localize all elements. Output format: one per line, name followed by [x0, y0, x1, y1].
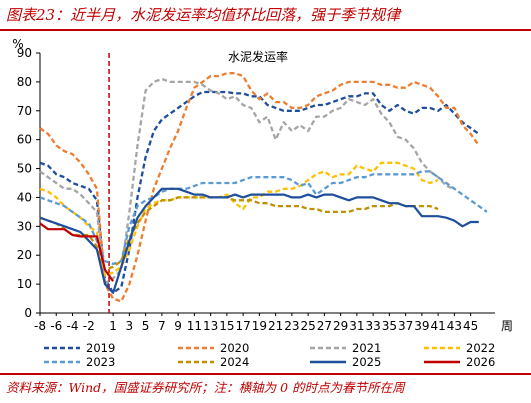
y-tick-label: 50 [17, 162, 32, 176]
legend-label-2026: 2026 [466, 355, 495, 369]
x-tick-label: 29 [333, 319, 348, 333]
legend-label-2021: 2021 [352, 341, 381, 355]
x-tick-label: 31 [349, 319, 364, 333]
x-tick-label: 27 [317, 319, 332, 333]
x-tick-label: -4 [67, 319, 79, 333]
series-line-2023 [39, 170, 488, 266]
y-tick-label: 80 [17, 75, 32, 89]
series-line-2021 [39, 77, 455, 286]
source-note: 资料来源：Wind，国盛证券研究所；注：横轴为 0 的时点为春节所在周 [6, 380, 405, 395]
x-tick-label: -6 [50, 319, 62, 333]
legend-label-2025: 2025 [352, 355, 381, 369]
y-tick-label: 60 [17, 133, 32, 147]
x-tick-label: 43 [447, 319, 462, 333]
page-title: 图表23：近半月，水泥发运率均值环比回落，强于季节规律 [6, 6, 401, 24]
series-line-2020 [39, 72, 480, 303]
y-tick-label: 30 [17, 219, 32, 233]
series-line-2024 [39, 196, 439, 271]
series-line-2026 [39, 222, 114, 282]
y-tick-label: 10 [17, 277, 32, 291]
y-tick-label: 40 [17, 190, 32, 204]
x-tick-label: 7 [158, 319, 166, 333]
x-tick-label: 23 [284, 319, 299, 333]
x-tick-label: 37 [398, 319, 413, 333]
y-axis-unit: % [12, 37, 23, 51]
legend-label-2019: 2019 [86, 341, 115, 355]
legend-label-2022: 2022 [466, 341, 495, 355]
x-tick-label: 35 [382, 319, 397, 333]
legend-label-2024: 2024 [220, 355, 249, 369]
title-rule [0, 29, 531, 31]
x-tick-label: 9 [174, 319, 182, 333]
source-rule [0, 373, 531, 375]
x-tick-label: -2 [83, 319, 95, 333]
chart-title: 水泥发运率 [228, 49, 288, 64]
legend-label-2020: 2020 [220, 341, 249, 355]
x-tick-label: 39 [414, 319, 429, 333]
x-tick-label: 1 [109, 319, 117, 333]
series-line-2025 [39, 187, 479, 294]
x-tick-label: 13 [203, 319, 218, 333]
x-tick-label: 41 [430, 319, 445, 333]
x-tick-label: 25 [300, 319, 315, 333]
y-tick-label: 0 [24, 306, 32, 320]
plot-axes [36, 52, 495, 316]
x-tick-label: 21 [268, 319, 283, 333]
x-axis-label: 周 [501, 319, 513, 333]
x-tick-label: 33 [365, 319, 380, 333]
x-tick-label: 19 [252, 319, 267, 333]
x-tick-label: 11 [187, 319, 202, 333]
x-tick-label: 45 [463, 319, 478, 333]
legend-label-2023: 2023 [86, 355, 115, 369]
x-tick-label: 15 [219, 319, 234, 333]
y-tick-label: 20 [17, 248, 32, 262]
y-tick-label: 70 [17, 104, 32, 118]
x-tick-label: 17 [235, 319, 250, 333]
series-line-2022 [39, 161, 439, 277]
x-tick-label: 3 [126, 319, 134, 333]
y-tick-label: 90 [17, 46, 32, 60]
plot-legend: 2019 2020 2021 2022 2023 2024 2025 2026 [44, 341, 495, 369]
x-tick-label: -8 [34, 319, 46, 333]
x-tick-label: 5 [142, 319, 150, 333]
plot-series [39, 72, 488, 303]
